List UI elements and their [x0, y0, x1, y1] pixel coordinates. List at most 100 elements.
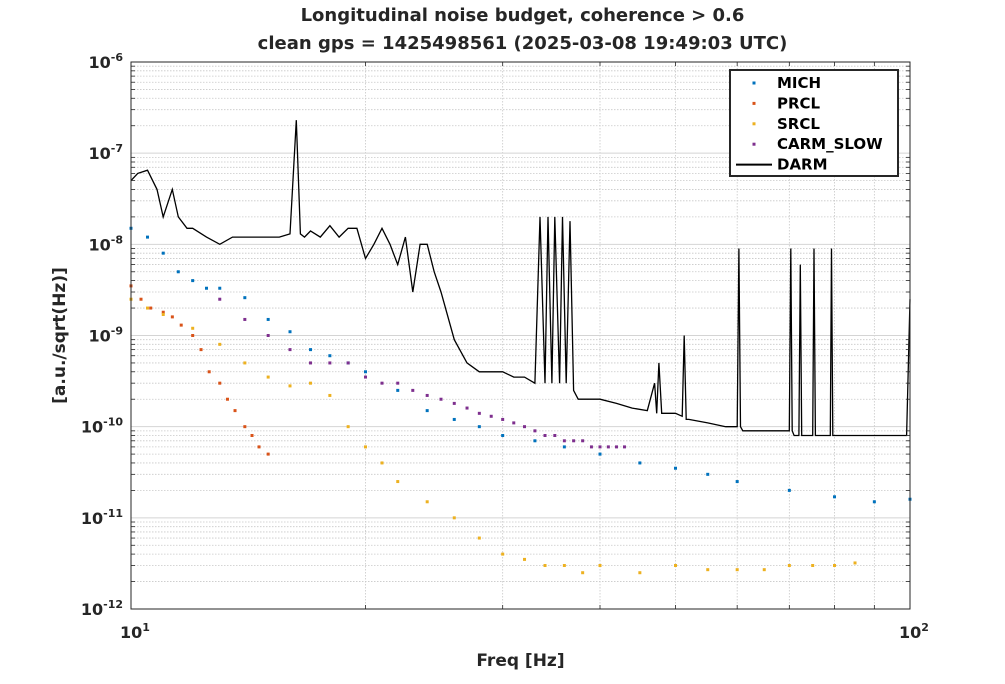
data-point	[615, 445, 619, 449]
data-point	[199, 348, 203, 352]
data-point	[288, 384, 292, 388]
data-point	[146, 306, 150, 310]
data-point	[425, 500, 429, 504]
data-point	[533, 439, 537, 443]
series-layer	[129, 120, 912, 575]
data-point	[266, 452, 270, 456]
data-point	[872, 500, 876, 504]
data-point	[598, 445, 602, 449]
y-tick-label: 10-6	[89, 51, 124, 72]
legend-entry: DARM	[736, 156, 828, 174]
data-point	[489, 414, 493, 418]
data-point	[439, 397, 443, 401]
data-point	[501, 434, 505, 438]
data-point	[523, 557, 527, 561]
legend-label: MICH	[777, 74, 821, 92]
series-carm-slow	[218, 297, 626, 449]
data-point	[735, 568, 739, 572]
data-point	[218, 297, 222, 301]
data-point	[543, 434, 547, 438]
data-point	[243, 361, 247, 365]
data-point	[673, 466, 677, 470]
y-tick-label: 10-8	[89, 233, 124, 254]
legend-label: CARM_SLOW	[777, 135, 883, 153]
data-point	[572, 439, 576, 443]
data-point	[606, 445, 610, 449]
data-point	[589, 445, 593, 449]
data-point	[218, 342, 222, 346]
data-point	[233, 409, 237, 413]
data-point	[139, 297, 143, 301]
data-point	[396, 381, 400, 385]
legend-box	[729, 69, 899, 177]
data-point	[673, 564, 677, 568]
series-mich	[129, 226, 912, 504]
plot-frame	[130, 61, 911, 610]
data-point	[364, 445, 368, 449]
data-point	[452, 401, 456, 405]
data-point	[266, 317, 270, 321]
data-point	[562, 439, 566, 443]
y-tick-label: 10-11	[81, 507, 123, 528]
x-tick-label: 102	[899, 621, 929, 642]
data-point	[735, 480, 739, 484]
data-point	[225, 397, 229, 401]
legend: MICH PRCL SRCL CARM_SLOW DARM	[729, 69, 899, 177]
data-point	[380, 461, 384, 465]
data-point	[170, 315, 174, 319]
data-point	[161, 310, 165, 314]
data-point	[288, 330, 292, 334]
data-point	[706, 568, 710, 572]
x-tick-label: 101	[120, 621, 150, 642]
series-prcl	[129, 284, 270, 456]
y-axis-label: [a.u./sqrt(Hz)]	[50, 267, 70, 404]
series-darm	[130, 120, 911, 437]
data-point	[218, 286, 222, 290]
data-point	[452, 516, 456, 520]
data-point	[328, 361, 332, 365]
data-point	[425, 393, 429, 397]
data-point	[380, 381, 384, 385]
x-tick-labels: 101 102	[120, 621, 929, 642]
series-srcl	[129, 297, 857, 575]
data-point	[266, 375, 270, 379]
data-point	[207, 370, 211, 374]
data-point	[523, 425, 527, 429]
legend-entry: PRCL	[752, 94, 821, 112]
legend-marker-swatch	[752, 101, 756, 105]
y-tick-labels: 10-12 10-11 10-10 10-9 10-8 10-7 10-6	[81, 51, 123, 619]
data-point	[762, 568, 766, 572]
chart-subtitle: clean gps = 1425498561 (2025-03-08 19:49…	[257, 33, 788, 54]
data-point	[396, 480, 400, 484]
legend-marker-swatch	[752, 142, 756, 146]
data-point	[204, 286, 208, 290]
data-point	[161, 251, 165, 255]
data-point	[243, 296, 247, 300]
data-point	[477, 536, 481, 540]
darm-line	[130, 120, 911, 437]
data-point	[218, 381, 222, 385]
data-point	[706, 472, 710, 476]
data-point	[833, 495, 837, 499]
data-point	[257, 445, 261, 449]
data-point	[266, 334, 270, 337]
data-point	[328, 354, 332, 358]
data-point	[787, 564, 791, 568]
data-point	[309, 381, 313, 385]
data-point	[452, 417, 456, 421]
data-point	[176, 270, 180, 274]
data-point	[411, 388, 415, 392]
data-point	[811, 564, 815, 568]
data-point	[853, 561, 857, 565]
data-point	[562, 445, 566, 449]
data-point	[191, 334, 195, 337]
data-point	[309, 361, 313, 365]
data-point	[346, 425, 350, 429]
legend-label: PRCL	[777, 94, 821, 112]
data-point	[562, 564, 566, 568]
data-point	[533, 429, 537, 433]
legend-label: SRCL	[777, 115, 820, 133]
data-point	[553, 434, 557, 438]
chart-title: Longitudinal noise budget, coherence > 0…	[300, 5, 745, 26]
data-point	[179, 323, 183, 327]
